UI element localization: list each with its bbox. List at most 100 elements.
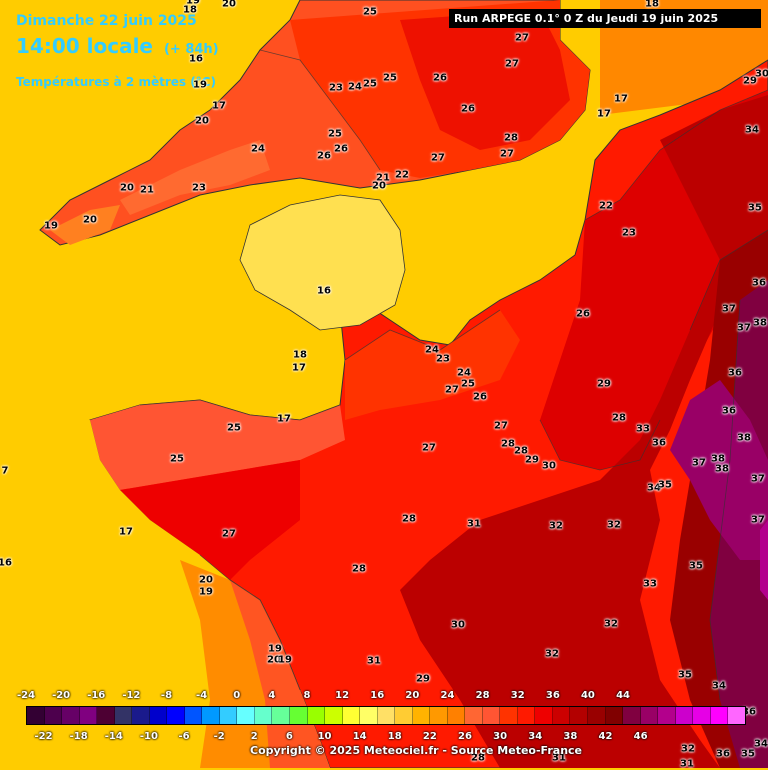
temperature-value-label: 26 — [317, 150, 331, 162]
temperature-value-label: 20 — [83, 214, 97, 226]
color-scale-swatch — [44, 707, 63, 724]
temperature-value-label: 34 — [647, 482, 661, 494]
temperature-value-label: 31 — [680, 758, 694, 770]
temperature-value-label: 25 — [363, 78, 377, 90]
legend-tick-label: 40 — [580, 690, 595, 701]
legend-tick-label: -2 — [213, 731, 225, 742]
temperature-value-label: 7 — [1, 465, 9, 477]
legend-tick-label: 44 — [616, 690, 631, 701]
legend-tick-label: 22 — [422, 731, 437, 742]
temperature-value-label: 22 — [395, 169, 409, 181]
temperature-value-label: 28 — [612, 412, 626, 424]
forecast-local-time: 14:00 locale — [16, 34, 153, 58]
temperature-value-label: 28 — [352, 563, 366, 575]
temperature-value-label: 35 — [741, 748, 755, 760]
temperature-value-label: 27 — [500, 148, 514, 160]
temperature-value-label: 35 — [748, 202, 762, 214]
temperature-value-label: 32 — [545, 648, 559, 660]
temperature-value-label: 37 — [737, 322, 751, 334]
temperature-value-label: 21 — [376, 172, 390, 184]
color-scale-bar — [26, 706, 746, 725]
temperature-value-label: 26 — [473, 391, 487, 403]
temperature-value-label: 23 — [329, 82, 343, 94]
temperature-value-label: 37 — [692, 457, 706, 469]
temperature-value-label: 17 — [597, 108, 611, 120]
legend-tick-label: 18 — [387, 731, 402, 742]
color-scale-swatch — [640, 707, 659, 724]
color-scale-swatch — [535, 707, 553, 724]
color-scale-swatch — [377, 707, 396, 724]
legend-tick-label: 26 — [458, 731, 472, 742]
color-scale-swatch — [710, 707, 729, 724]
temperature-value-label: 16 — [317, 285, 331, 297]
temperature-value-label: 17 — [277, 413, 291, 425]
temperature-value-label: 28 — [501, 438, 515, 450]
temperature-value-label: 30 — [542, 460, 556, 472]
color-scale-swatch — [272, 707, 290, 724]
legend-tick-label: 46 — [633, 731, 648, 742]
copyright: Copyright © 2025 Meteociel.fr - Source M… — [250, 744, 583, 757]
color-scale-swatch — [184, 707, 203, 724]
legend-tick-label: 12 — [335, 690, 350, 701]
temperature-value-label: 37 — [751, 473, 765, 485]
temperature-value-label: 16 — [189, 53, 203, 65]
temperature-value-label: 29 — [525, 454, 539, 466]
temperature-value-label: 24 — [425, 344, 439, 356]
temperature-value-label: 31 — [367, 655, 381, 667]
color-scale-swatch — [254, 707, 273, 724]
temperature-value-label: 37 — [722, 303, 736, 315]
color-scale-swatch — [412, 707, 431, 724]
temperature-value-label: 35 — [678, 669, 692, 681]
color-scale-swatch — [623, 707, 641, 724]
temperature-value-label: 26 — [334, 143, 348, 155]
color-scale-swatch — [552, 707, 571, 724]
color-scale-swatch — [465, 707, 483, 724]
temperature-value-label: 24 — [457, 367, 471, 379]
legend-tick-label: -10 — [139, 731, 158, 742]
temperature-value-label: 30 — [755, 68, 768, 80]
legend-tick-label: 2 — [250, 731, 258, 742]
color-scale-swatch — [114, 707, 133, 724]
temperature-value-label: 37 — [751, 514, 765, 526]
legend-tick-label: 36 — [545, 690, 560, 701]
temperature-value-label: 32 — [681, 743, 695, 755]
temperature-value-label: 36 — [742, 706, 756, 718]
forecast-lead-time: (+ 84h) — [163, 42, 219, 57]
legend-tick-label: 0 — [233, 690, 241, 701]
temperature-value-label: 29 — [416, 673, 430, 685]
legend-tick-label: -6 — [178, 731, 190, 742]
legend-tick-label: 30 — [493, 731, 508, 742]
temperature-value-label: 16 — [0, 557, 12, 569]
temperature-value-label: 25 — [328, 128, 342, 140]
legend-tick-label: 34 — [528, 731, 543, 742]
temperature-value-label: 34 — [745, 124, 759, 136]
temperature-value-label: 32 — [604, 618, 618, 630]
color-scale-swatch — [219, 707, 238, 724]
temperature-value-label: 21 — [140, 184, 154, 196]
color-scale-swatch — [325, 707, 343, 724]
temperature-value-label: 23 — [436, 353, 450, 365]
temperature-value-label: 17 — [292, 362, 306, 374]
temperature-value-label: 27 — [431, 152, 445, 164]
legend-tick-label: 24 — [440, 690, 455, 701]
color-scale-swatch — [658, 707, 676, 724]
temperature-value-label: 20 — [267, 654, 281, 666]
temperature-value-label: 17 — [614, 93, 628, 105]
forecast-time: 14:00 locale (+ 84h) — [16, 34, 219, 58]
temperature-value-label: 33 — [643, 578, 657, 590]
temperature-value-label: 25 — [227, 422, 241, 434]
legend-tick-label: 38 — [563, 731, 578, 742]
temperature-value-label: 27 — [445, 384, 459, 396]
temperature-value-label: 34 — [712, 680, 726, 692]
temperature-value-label: 20 — [120, 182, 134, 194]
legend-tick-label: 4 — [268, 690, 276, 701]
temperature-value-label: 18 — [183, 4, 197, 16]
color-scale-swatch — [675, 707, 694, 724]
temperature-value-label: 20 — [195, 115, 209, 127]
temperature-value-label: 27 — [422, 442, 436, 454]
legend-tick-label: -16 — [87, 690, 106, 701]
color-scale-swatch — [588, 707, 606, 724]
legend-tick-label: -22 — [34, 731, 53, 742]
color-scale-swatch — [482, 707, 501, 724]
color-scale-swatch — [517, 707, 536, 724]
